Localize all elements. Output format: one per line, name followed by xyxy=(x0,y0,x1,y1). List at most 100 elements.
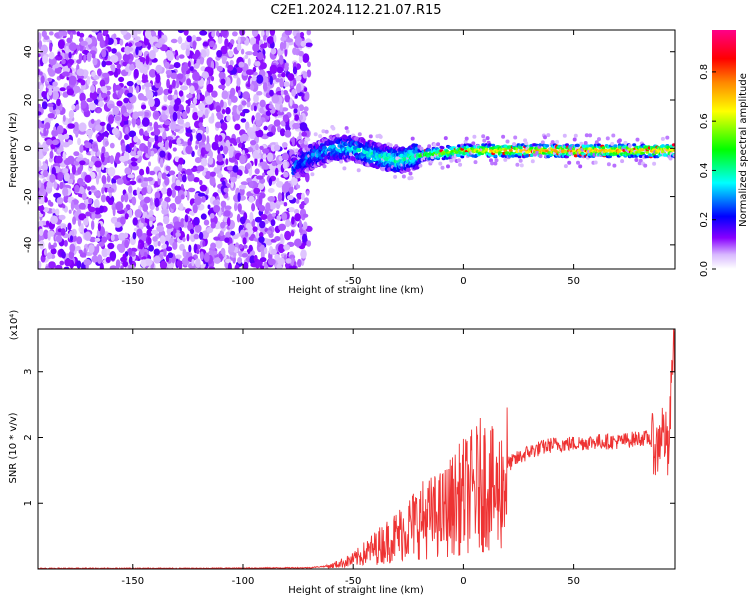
heatmap-cell xyxy=(143,66,148,76)
heatmap-cell xyxy=(225,258,232,264)
heatmap-cell xyxy=(278,243,285,254)
heatmap-cell xyxy=(43,249,48,256)
heatmap-cell xyxy=(86,75,91,86)
heatmap-cell xyxy=(409,176,414,180)
heatmap-cell xyxy=(129,64,135,71)
heatmap-cell xyxy=(252,51,259,57)
heatmap-cell xyxy=(285,219,291,228)
heatmap-cell xyxy=(211,30,216,38)
heatmap-cell xyxy=(196,132,203,142)
heatmap-cell xyxy=(227,98,232,107)
heatmap-cell xyxy=(173,94,178,100)
heatmap-cell xyxy=(292,122,300,130)
heatmap-cell xyxy=(186,190,190,201)
heatmap-cells xyxy=(38,30,675,269)
heatmap-cell xyxy=(67,58,75,65)
heatmap-cell xyxy=(77,167,82,175)
heatmap-cell xyxy=(88,191,92,195)
heatmap-cell xyxy=(294,114,300,121)
heatmap-cell xyxy=(145,258,153,266)
heatmap-cell xyxy=(137,150,142,156)
heatmap-cell xyxy=(217,146,221,155)
heatmap-cell xyxy=(96,254,103,264)
heatmap-cell xyxy=(503,157,508,162)
heatmap-cell xyxy=(199,30,208,36)
heatmap-cell xyxy=(84,231,92,241)
heatmap-cell xyxy=(241,253,248,258)
heatmap-cell xyxy=(192,40,197,50)
top-y-tick-label: 40 xyxy=(23,45,34,58)
heatmap-cell xyxy=(126,80,134,87)
heatmap-cell xyxy=(211,141,219,151)
heatmap-cell xyxy=(52,81,58,87)
heatmap-cell xyxy=(380,166,386,172)
heatmap-cell xyxy=(611,133,616,138)
heatmap-cell xyxy=(281,191,285,202)
heatmap-cell xyxy=(53,126,57,131)
heatmap-cell xyxy=(132,111,139,120)
heatmap-cell xyxy=(255,143,259,151)
heatmap-cell xyxy=(123,97,129,104)
heatmap-cell xyxy=(284,129,292,138)
heatmap-cell xyxy=(383,156,389,162)
heatmap-cell xyxy=(229,59,234,66)
heatmap-cell xyxy=(62,204,66,209)
heatmap-cell xyxy=(331,126,336,131)
heatmap-cell xyxy=(145,55,150,65)
heatmap-cell xyxy=(78,213,87,221)
heatmap-cell xyxy=(139,243,144,250)
heatmap-cell xyxy=(42,55,49,64)
heatmap-cell xyxy=(458,151,463,155)
heatmap-cell xyxy=(181,174,187,183)
heatmap-cell xyxy=(266,230,272,235)
heatmap-cell xyxy=(154,91,158,97)
heatmap-cell xyxy=(242,149,245,156)
heatmap-cell xyxy=(89,50,97,55)
heatmap-panel: -150 -100 -50 0 50 -40 -20 0 20 40 Height of str… xyxy=(8,29,676,296)
heatmap-cell xyxy=(104,151,109,158)
heatmap-cell xyxy=(148,137,155,143)
heatmap-cell xyxy=(223,210,231,217)
heatmap-cell xyxy=(49,173,56,183)
heatmap-cell xyxy=(158,135,163,143)
heatmap-cell xyxy=(69,243,76,253)
heatmap-cell xyxy=(268,104,274,109)
heatmap-cell xyxy=(142,222,148,227)
heatmap-cell xyxy=(129,180,137,186)
heatmap-cell xyxy=(298,131,302,139)
heatmap-cell xyxy=(291,103,299,109)
heatmap-cell xyxy=(638,158,643,163)
heatmap-cell xyxy=(260,43,268,49)
heatmap-cell xyxy=(265,202,271,212)
heatmap-cell xyxy=(101,60,107,68)
heatmap-cell xyxy=(665,135,670,140)
heatmap-cell xyxy=(627,143,632,148)
heatmap-cell xyxy=(288,207,295,213)
heatmap-cell xyxy=(39,84,44,91)
heatmap-cell xyxy=(38,103,41,108)
heatmap-cell xyxy=(155,73,161,84)
heatmap-cell xyxy=(82,192,87,201)
heatmap-cell xyxy=(98,241,105,247)
heatmap-cell xyxy=(78,202,86,210)
heatmap-cell xyxy=(111,127,120,136)
heatmap-cell xyxy=(227,64,234,71)
heatmap-cell xyxy=(43,127,47,137)
heatmap-cell xyxy=(254,156,258,167)
heatmap-cell xyxy=(198,102,206,111)
heatmap-cell xyxy=(99,79,106,88)
heatmap-cell xyxy=(300,249,307,259)
heatmap-cell xyxy=(287,73,295,81)
heatmap-cell xyxy=(252,226,258,232)
heatmap-cell xyxy=(221,90,229,100)
bottom-x-axis-label: Height of straight line (km) xyxy=(288,585,424,596)
heatmap-cell xyxy=(195,36,202,42)
heatmap-cell xyxy=(550,140,555,145)
heatmap-cell xyxy=(188,244,192,253)
heatmap-cell xyxy=(89,236,97,243)
heatmap-cell xyxy=(597,137,601,142)
heatmap-cell xyxy=(157,177,161,186)
heatmap-cell xyxy=(95,124,103,132)
heatmap-cell xyxy=(265,30,270,37)
heatmap-cell xyxy=(173,221,182,228)
